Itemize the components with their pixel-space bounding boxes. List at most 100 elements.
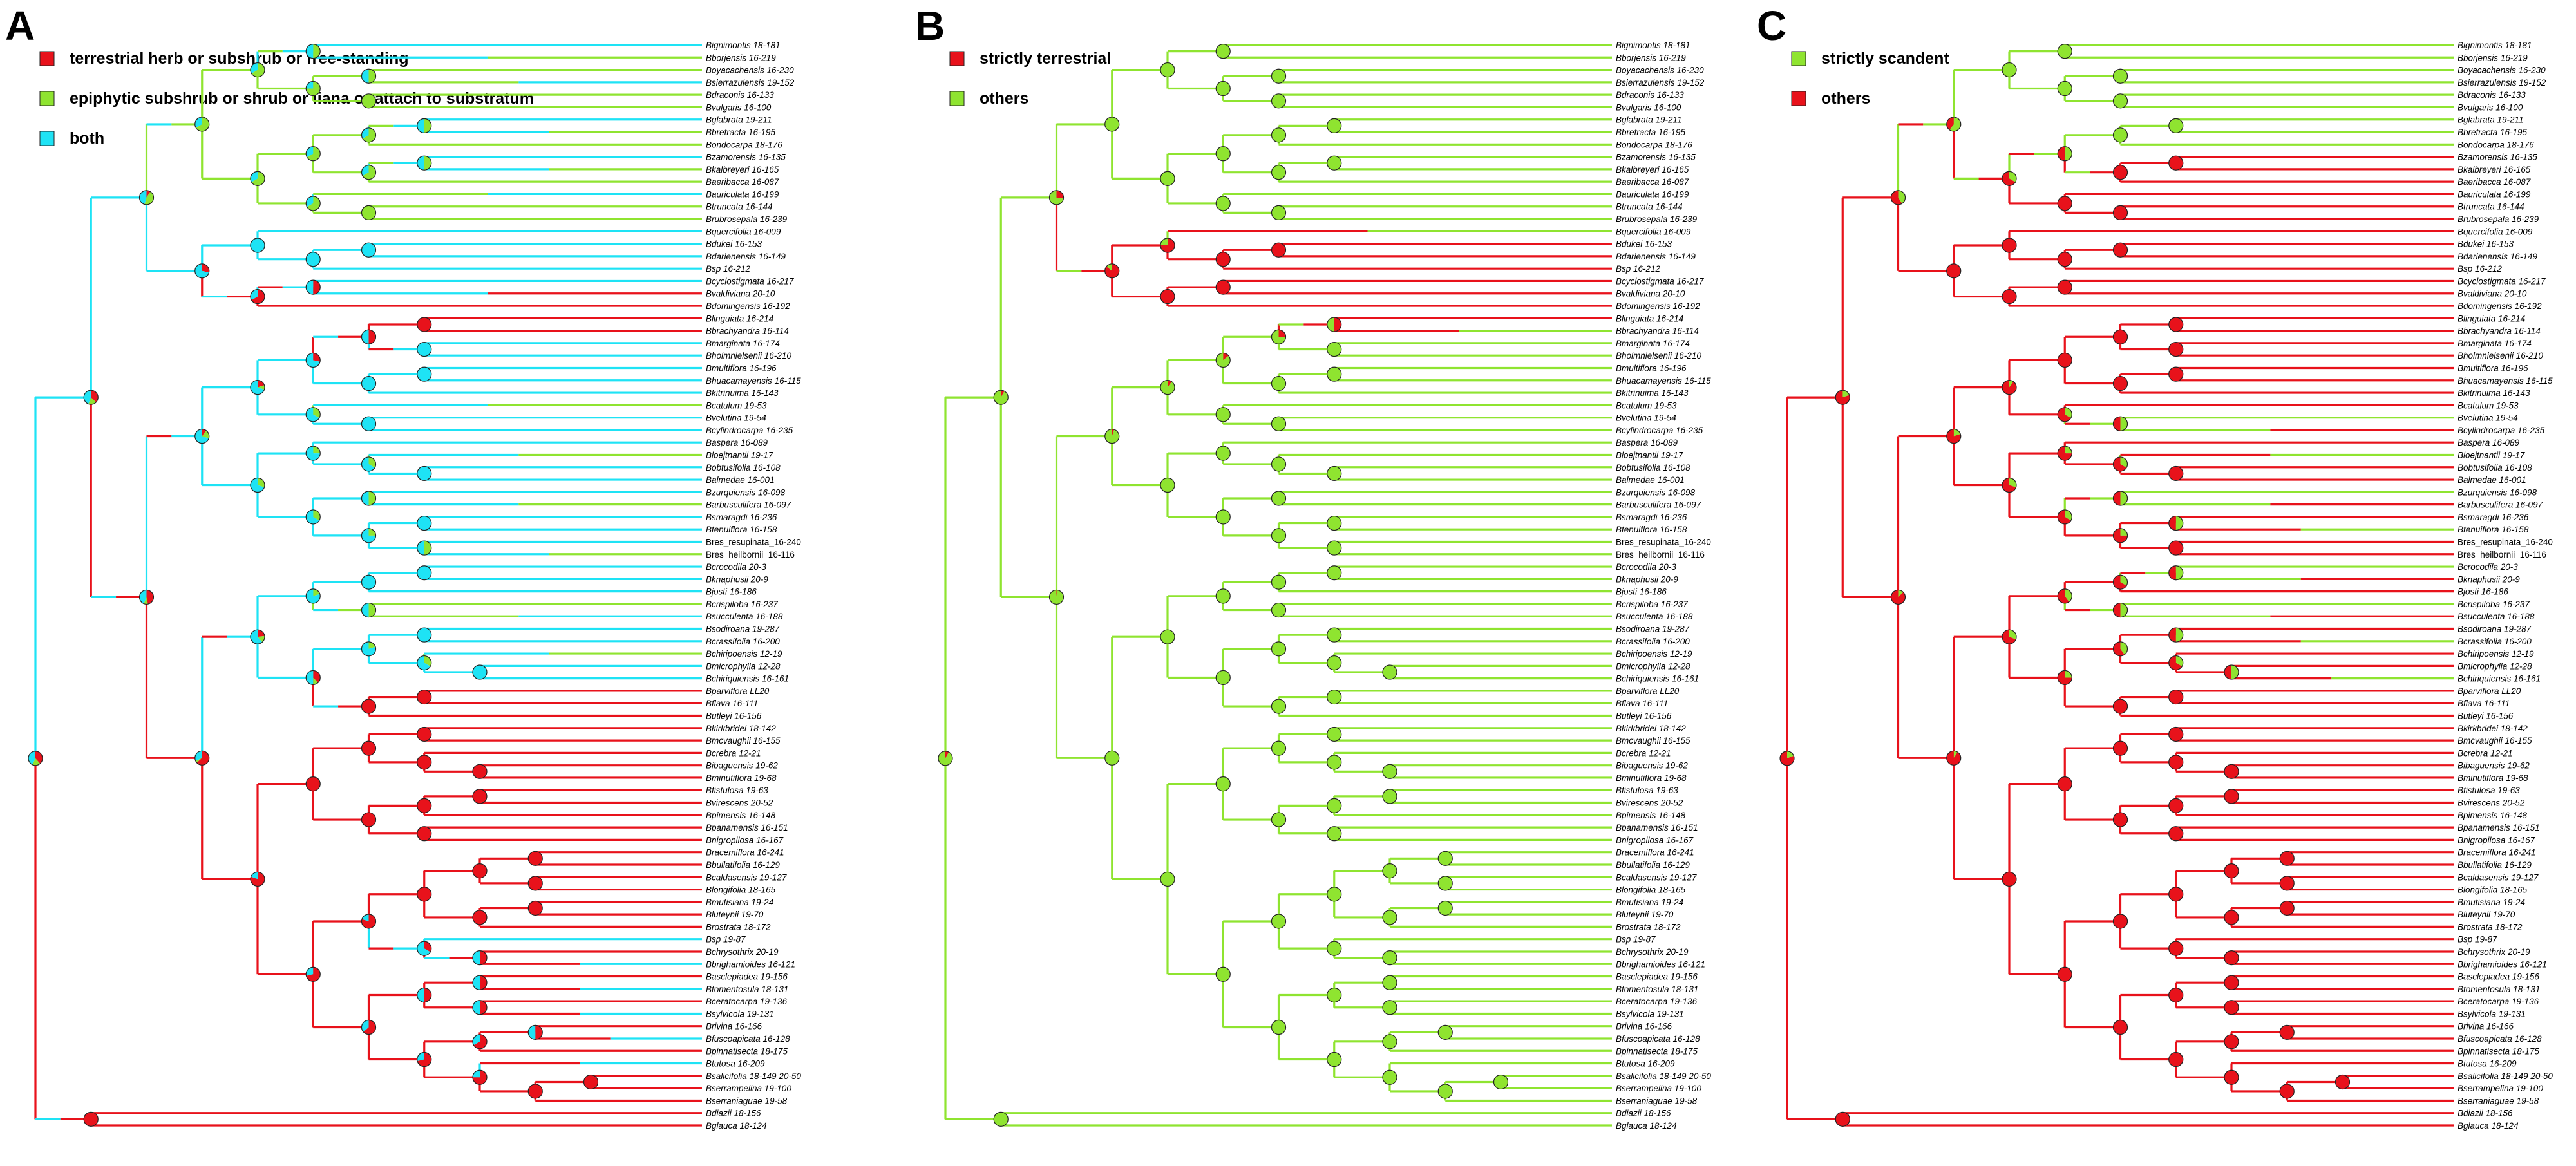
tip-label: Bbrefracta 16-195 — [706, 127, 776, 137]
tip-label: Bzurquiensis 16-098 — [1616, 487, 1696, 497]
ancestral-state-pie — [1215, 44, 1231, 59]
legend-label: both — [70, 129, 104, 147]
ancestral-state-pie — [1271, 127, 1287, 143]
tip-label: Bsp 16-212 — [2458, 264, 2503, 274]
ancestral-state-pie — [2112, 528, 2128, 543]
tip-label: Bdarienensis 16-149 — [2458, 252, 2537, 261]
tip-label: Bfistulosa 19-63 — [706, 785, 768, 795]
ancestral-state-pie — [1327, 887, 1342, 902]
tip-label: Bdraconis 16-133 — [1616, 90, 1684, 100]
tip-label: Bauriculata 16-199 — [706, 189, 779, 199]
ancestral-state-pie — [417, 655, 432, 671]
tip-label: Bknaphusii 20-9 — [2458, 574, 2520, 584]
tip-label: Brostrata 18-172 — [2458, 922, 2523, 932]
ancestral-state-pie — [1215, 776, 1231, 792]
tip-label: Bnigropilosa 16-167 — [706, 835, 784, 845]
ancestral-state-pie — [1890, 589, 1906, 605]
tip-label: Blinguiata 16-214 — [2458, 314, 2525, 323]
ancestral-state-pie — [250, 380, 265, 395]
ancestral-state-pie — [1271, 491, 1287, 506]
tip-label: Bbrefracta 16-195 — [1616, 127, 1686, 137]
ancestral-state-pie — [83, 1111, 99, 1127]
tip-label: Boyacachensis 16-230 — [706, 66, 794, 75]
ancestral-state-pie — [417, 798, 432, 813]
ancestral-state-pie — [1271, 812, 1287, 827]
tip-label: Btenuiflora 16-158 — [2458, 525, 2529, 534]
ancestral-state-pie — [1327, 1051, 1342, 1067]
tip-label: Bdarienensis 16-149 — [1616, 252, 1696, 261]
tip-label: Bmicrophylla 12-28 — [706, 661, 781, 671]
legend-swatch — [949, 91, 965, 106]
tip-label: Bauriculata 16-199 — [1616, 189, 1689, 199]
tip-label: Bglabrata 19-211 — [706, 115, 772, 125]
ancestral-state-pie — [1104, 750, 1120, 766]
ancestral-state-pie — [2168, 655, 2184, 671]
ancestral-state-pie — [1327, 540, 1342, 556]
ancestral-state-pie — [417, 515, 432, 531]
tip-label: Balmedae 16-001 — [1616, 475, 1685, 485]
ancestral-state-pie — [2112, 242, 2128, 258]
tip-label: Bobtusifolia 16-108 — [2458, 463, 2532, 473]
tip-label: Btruncata 16-144 — [2458, 202, 2524, 212]
tip-label: Bvaldiviana 20-10 — [706, 289, 775, 299]
tip-label: Bvirescens 20-52 — [706, 798, 773, 808]
ancestral-state-pie — [2168, 887, 2184, 902]
ancestral-state-pie — [1437, 876, 1453, 891]
tip-label: Bdukei 16-153 — [1616, 240, 1672, 249]
tip-label: Bres_resupinata_16-240 — [706, 537, 801, 547]
ancestral-state-pie — [2224, 764, 2239, 779]
tip-label: Bdomingensis 16-192 — [2458, 301, 2542, 311]
ancestral-state-pie — [1271, 205, 1287, 220]
tip-label: Bdiazii 18-156 — [1616, 1109, 1671, 1118]
tip-label: Bhuacamayensis 16-115 — [1616, 376, 1711, 386]
tip-label: Bglauca 18-124 — [706, 1121, 767, 1131]
tip-label: Bzamorensis 16-135 — [2458, 153, 2537, 162]
ancestral-state-pie — [1327, 689, 1342, 705]
tip-label: Bvirescens 20-52 — [1616, 798, 1683, 808]
ancestral-state-pie — [417, 941, 432, 956]
tip-label: Bvelutina 19-54 — [1616, 413, 1676, 423]
tip-label: Bracemiflora 16-241 — [706, 848, 784, 858]
tip-label: Bjosti 16-186 — [2458, 587, 2508, 597]
ancestral-state-pie — [1160, 288, 1175, 305]
ancestral-state-pie — [194, 117, 210, 132]
ancestral-state-pie — [1327, 515, 1342, 531]
tip-label: Bsp 16-212 — [1616, 264, 1661, 274]
tip-label: Btutosa 16-209 — [706, 1059, 765, 1069]
tip-label: Bvelutina 19-54 — [2458, 413, 2518, 423]
ancestral-state-pie — [472, 1000, 488, 1015]
tip-label: Blinguiata 16-214 — [1616, 314, 1683, 323]
ancestral-state-pie — [527, 876, 543, 891]
ancestral-state-pie — [417, 155, 432, 171]
tip-label: Bkitrinuima 16-143 — [1616, 388, 1689, 398]
ancestral-state-pie — [472, 975, 488, 990]
ancestral-state-pie — [1160, 477, 1175, 493]
ancestral-state-pie — [2168, 565, 2184, 581]
ancestral-state-pie — [2112, 699, 2128, 714]
ancestral-state-pie — [1215, 80, 1231, 97]
tip-label: Bglabrata 19-211 — [2458, 115, 2524, 125]
tip-label: Bdomingensis 16-192 — [1616, 301, 1700, 311]
tip-label: Balmedae 16-001 — [2458, 475, 2526, 485]
ancestral-state-pie — [1327, 755, 1342, 770]
tip-label: Bmicrophylla 12-28 — [1616, 661, 1690, 671]
tip-label: Bsodiroana 19-287 — [706, 625, 780, 634]
tip-label: Bkitrinuima 16-143 — [706, 388, 779, 398]
tip-label: Btenuiflora 16-158 — [1616, 525, 1687, 534]
tip-label: Bignimontis 18-181 — [1616, 41, 1690, 50]
ancestral-state-pie — [1215, 446, 1231, 461]
tip-label: Bmarginata 16-174 — [706, 339, 780, 348]
tip-label: Bsodiroana 19-287 — [1616, 625, 1690, 634]
panel-letter: A — [5, 3, 35, 49]
ancestral-state-pie — [2279, 1084, 2295, 1099]
ancestral-state-pie — [2002, 477, 2017, 493]
ancestral-state-pie — [305, 352, 321, 368]
tip-label: Brubrosepala 16-239 — [2458, 214, 2539, 224]
tip-label: Bholmnielsenii 16-210 — [1616, 351, 1701, 361]
ancestral-state-pie — [417, 826, 432, 842]
tip-label: Bondocarpa 18-176 — [706, 140, 782, 149]
ancestral-state-pie — [1271, 93, 1287, 109]
ancestral-state-pie — [2112, 574, 2128, 590]
tip-label: Bsierrazulensis 19-152 — [2458, 78, 2546, 88]
ancestral-state-pie — [1271, 699, 1287, 714]
